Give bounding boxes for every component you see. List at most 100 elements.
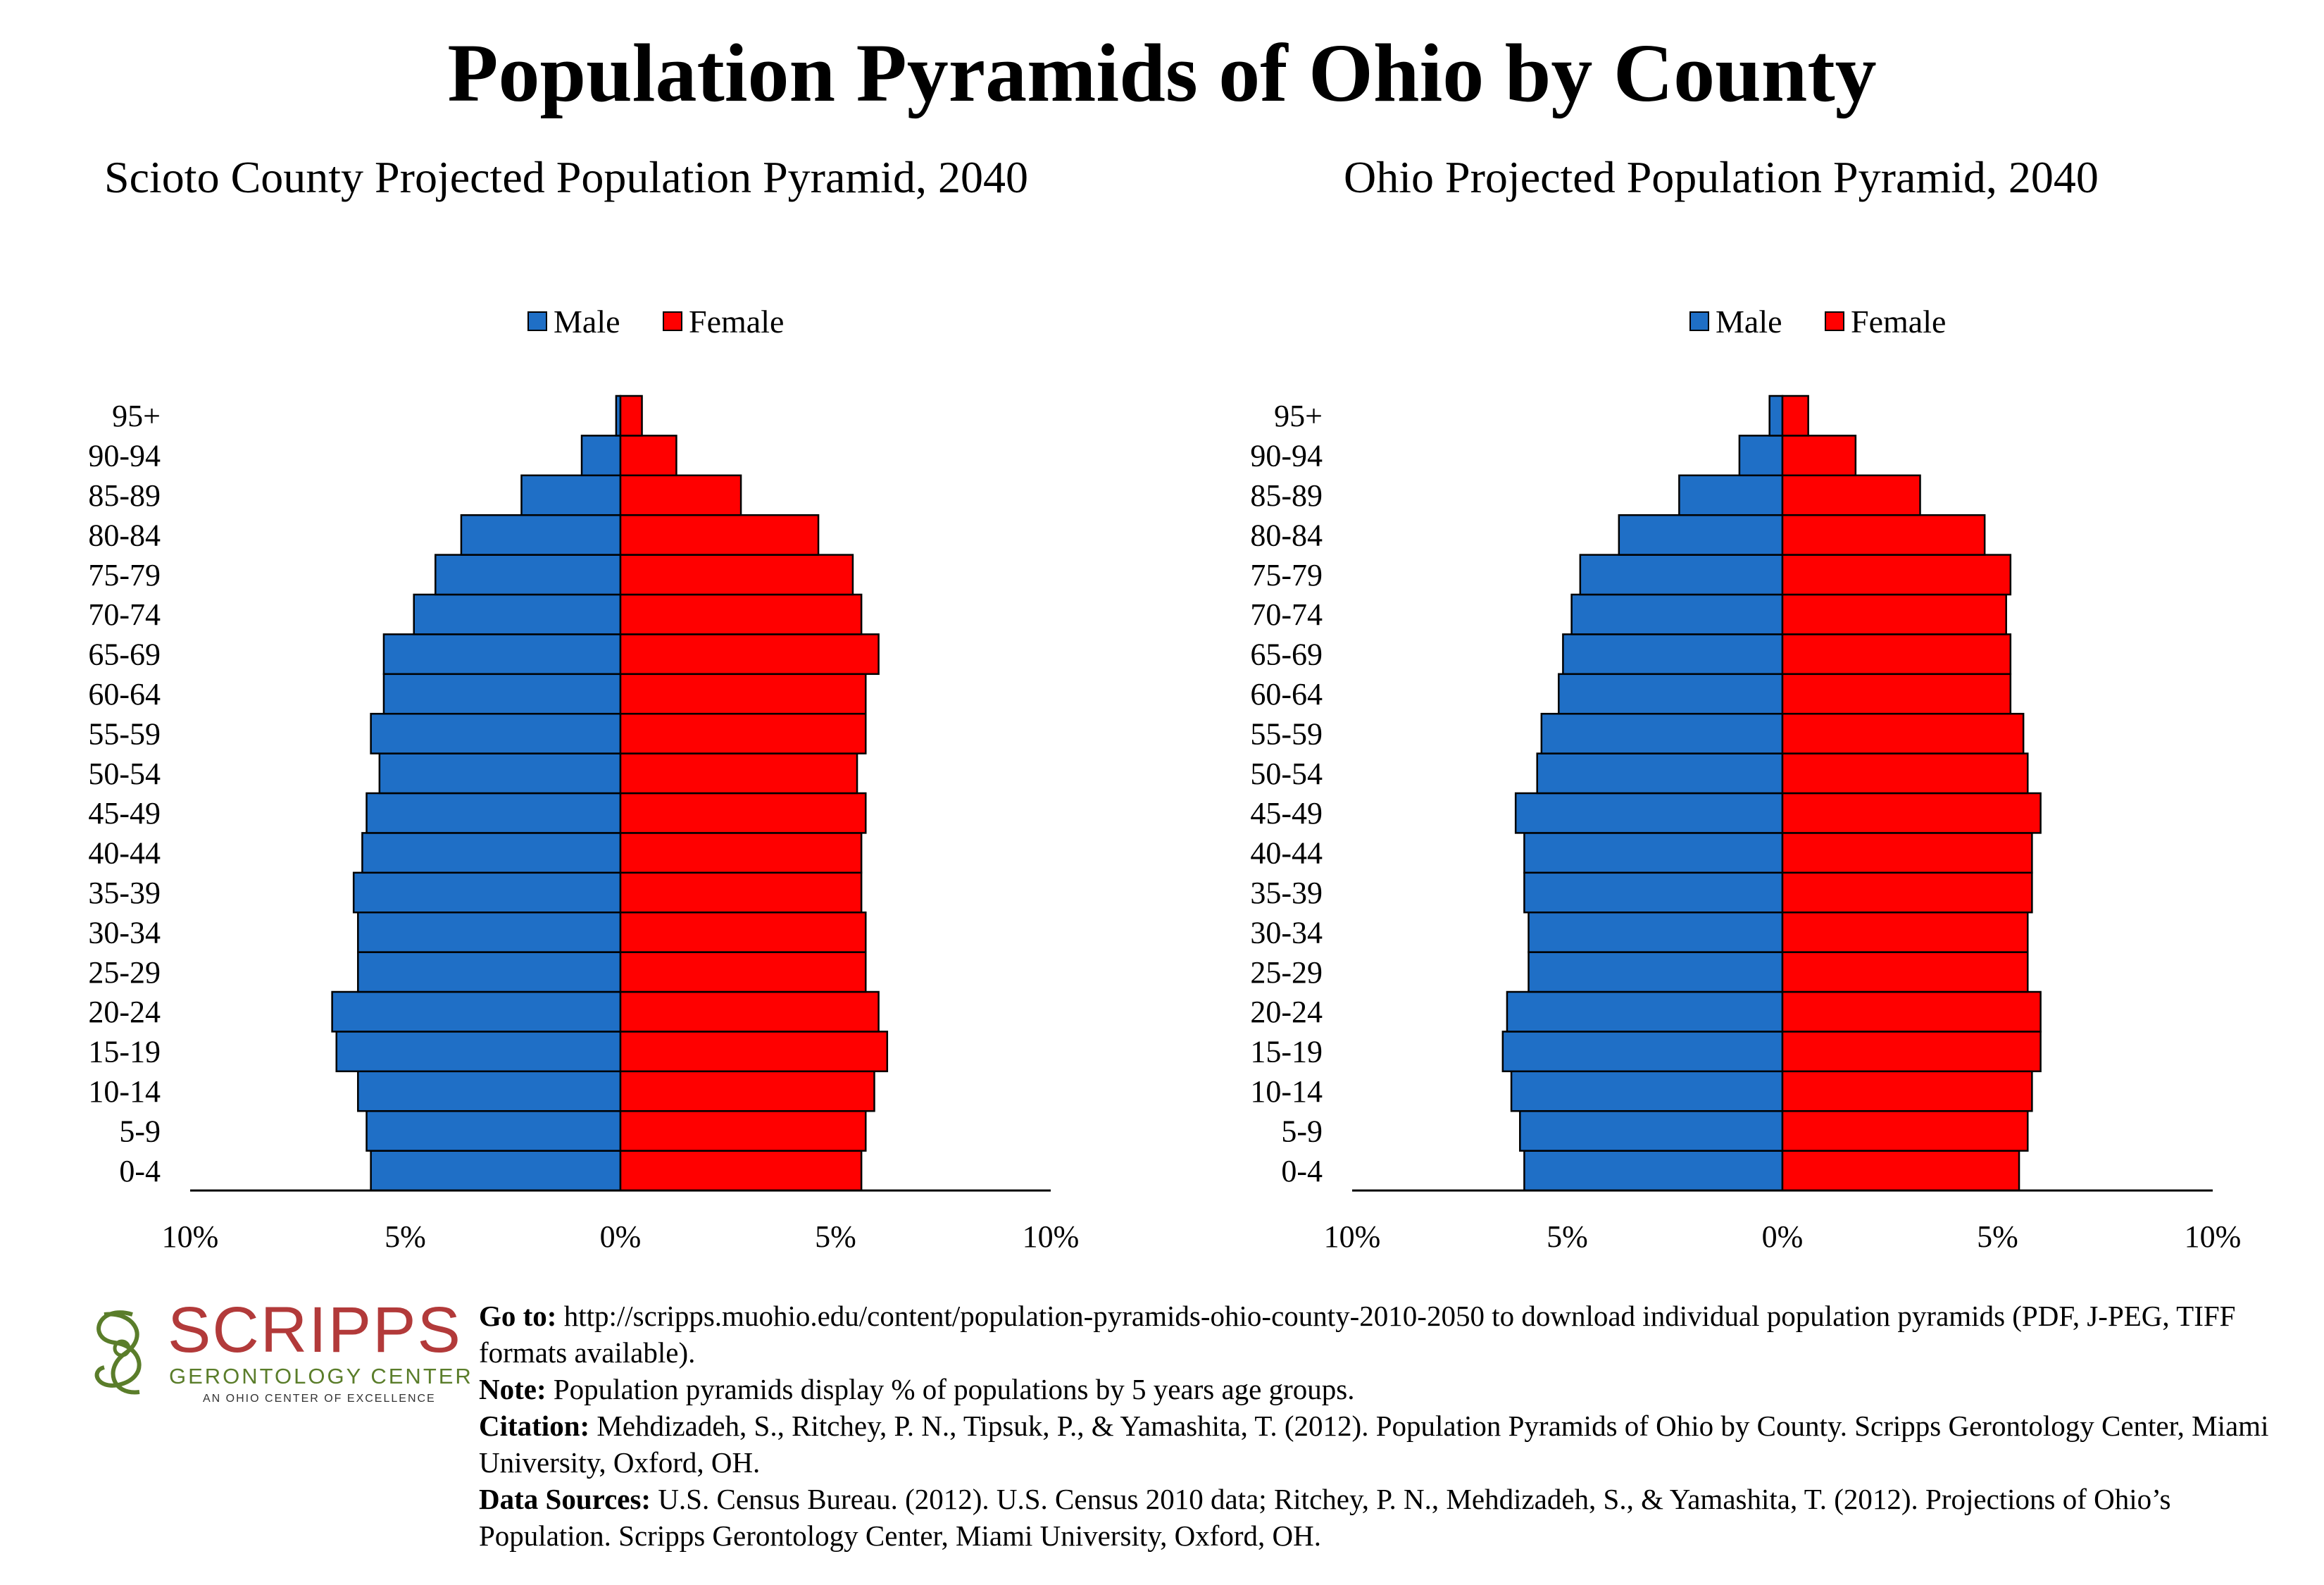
scioto-bar-female-10-14 — [619, 1070, 875, 1112]
scioto-age-label: 10-14 — [88, 1074, 161, 1109]
ohio-bar-female-15-19 — [1781, 1031, 2042, 1073]
scioto-bar-female-30-34 — [619, 911, 867, 953]
ohio-legend-male-label: Male — [1716, 304, 1782, 340]
scioto-bar-female-5-9 — [619, 1110, 867, 1152]
scioto-age-label: 75-79 — [88, 558, 161, 592]
ohio-age-label: 30-34 — [1250, 915, 1323, 950]
scioto-bar-female-35-39 — [619, 871, 863, 914]
ohio-bar-male-40-44 — [1523, 832, 1784, 874]
ohio-bar-male-75-79 — [1579, 554, 1784, 596]
main-title: Population Pyramids of Ohio by County — [447, 27, 1877, 119]
scioto-age-label: 50-54 — [88, 757, 161, 791]
scioto-age-label: 95+ — [112, 399, 161, 433]
note-goto-label: Go to: — [479, 1300, 557, 1332]
scioto-age-label: 35-39 — [88, 876, 161, 910]
ohio-bar-male-60-64 — [1558, 673, 1784, 715]
ohio-age-label: 25-29 — [1250, 955, 1323, 990]
ohio-bar-female-95+ — [1781, 394, 1809, 437]
ohio-legend-male-swatch — [1689, 311, 1709, 331]
scioto-bar-female-90-94 — [619, 435, 677, 477]
scioto-bar-female-50-54 — [619, 752, 858, 795]
note-citation: Citation: Mehdizadeh, S., Ritchey, P. N.… — [479, 1407, 2310, 1481]
ohio-tick-label: 5% — [1547, 1219, 1588, 1254]
ohio-bar-female-0-4 — [1781, 1150, 2020, 1192]
ohio-pyramid-chart: Male Female 0-4 5-9 10-14 15-19 20-24 25-29 30-3… — [1250, 304, 2241, 1254]
scioto-bar-male-80-84 — [460, 514, 622, 556]
scioto-age-label: 60-64 — [88, 677, 161, 711]
ohio-bar-male-85-89 — [1678, 474, 1784, 516]
scioto-bar-male-40-44 — [361, 832, 622, 874]
ohio-bar-female-45-49 — [1781, 792, 2042, 834]
note-note: Note: Population pyramids display % of p… — [479, 1371, 2310, 1407]
scioto-legend: Male Female — [527, 304, 784, 340]
chart-title-ohio: Ohio Projected Population Pyramid, 2040 — [1344, 152, 2099, 202]
scioto-bar-male-55-59 — [370, 712, 622, 754]
ohio-tick-label: 10% — [1324, 1219, 1381, 1254]
ohio-age-label: 65-69 — [1250, 638, 1323, 672]
logo-tagline: AN OHIO CENTER OF EXCELLENCE — [203, 1393, 436, 1405]
note-sources-label: Data Sources: — [479, 1483, 651, 1515]
scioto-tick-label: 5% — [385, 1219, 426, 1254]
ohio-age-label: 45-49 — [1250, 796, 1323, 831]
scioto-bar-female-60-64 — [619, 673, 867, 715]
scioto-legend-female-label: Female — [689, 304, 784, 340]
ohio-bar-male-80-84 — [1618, 514, 1784, 556]
scioto-age-label: 45-49 — [88, 796, 161, 831]
ohio-bar-male-55-59 — [1540, 712, 1784, 754]
scioto-age-label: 15-19 — [88, 1035, 161, 1069]
source-notes: Go to: http://scripps.muohio.edu/content… — [479, 1298, 2310, 1554]
scioto-tick-label: 0% — [600, 1219, 642, 1254]
scioto-bar-male-0-4 — [370, 1150, 622, 1192]
ohio-bar-female-50-54 — [1781, 752, 2029, 795]
ohio-bar-male-70-74 — [1570, 593, 1784, 635]
scioto-bar-female-70-74 — [619, 593, 863, 635]
ohio-bar-female-35-39 — [1781, 871, 2033, 914]
scioto-bar-male-25-29 — [357, 951, 622, 993]
ohio-legend: Male Female — [1689, 304, 1946, 340]
scioto-age-label: 40-44 — [88, 836, 161, 871]
scioto-age-label: 80-84 — [88, 518, 161, 552]
note-citation-label: Citation: — [479, 1410, 590, 1442]
ohio-age-label: 0-4 — [1281, 1154, 1323, 1188]
scioto-bar-male-20-24 — [331, 990, 622, 1033]
scioto-bar-female-20-24 — [619, 990, 880, 1033]
ohio-age-label: 95+ — [1274, 399, 1323, 433]
note-goto-text: http://scripps.muohio.edu/content/popula… — [479, 1300, 2236, 1369]
scioto-age-label: 30-34 — [88, 915, 161, 950]
ohio-age-label: 85-89 — [1250, 478, 1323, 513]
scioto-age-label: 25-29 — [88, 955, 161, 990]
scioto-bar-male-50-54 — [378, 752, 622, 795]
ohio-bar-male-50-54 — [1536, 752, 1784, 795]
scioto-tick-label: 5% — [815, 1219, 856, 1254]
scioto-bar-male-85-89 — [520, 474, 622, 516]
ohio-bar-female-40-44 — [1781, 832, 2033, 874]
ohio-bar-female-10-14 — [1781, 1070, 2033, 1112]
scioto-bar-male-65-69 — [382, 633, 622, 676]
ohio-bar-female-55-59 — [1781, 712, 2025, 754]
note-sources-text: U.S. Census Bureau. (2012). U.S. Census … — [479, 1483, 2171, 1552]
ohio-age-label: 80-84 — [1250, 518, 1323, 552]
ohio-bar-male-15-19 — [1501, 1031, 1784, 1073]
scioto-bar-female-85-89 — [619, 474, 742, 516]
scioto-bar-female-0-4 — [619, 1150, 863, 1192]
ohio-age-label: 20-24 — [1250, 995, 1323, 1029]
scioto-bar-male-70-74 — [413, 593, 622, 635]
scioto-age-label: 70-74 — [88, 597, 161, 632]
ohio-legend-female-label: Female — [1851, 304, 1946, 340]
ohio-bar-female-70-74 — [1781, 593, 2007, 635]
ohio-age-label: 75-79 — [1250, 558, 1323, 592]
ohio-bar-female-25-29 — [1781, 951, 2029, 993]
ohio-bar-male-25-29 — [1528, 951, 1784, 993]
scioto-age-label: 0-4 — [119, 1154, 161, 1188]
ohio-legend-female-swatch — [1825, 311, 1844, 331]
ohio-age-label: 70-74 — [1250, 597, 1323, 632]
scioto-bar-female-65-69 — [619, 633, 880, 676]
ohio-bar-female-75-79 — [1781, 554, 2012, 596]
logo-wordmark: SCRIPPS — [168, 1294, 462, 1366]
scioto-bar-female-40-44 — [619, 832, 863, 874]
ohio-bar-male-10-14 — [1510, 1070, 1784, 1112]
scioto-age-label: 65-69 — [88, 638, 161, 672]
scioto-bar-female-45-49 — [619, 792, 867, 834]
ohio-bar-female-90-94 — [1781, 435, 1857, 477]
ohio-age-label: 60-64 — [1250, 677, 1323, 711]
